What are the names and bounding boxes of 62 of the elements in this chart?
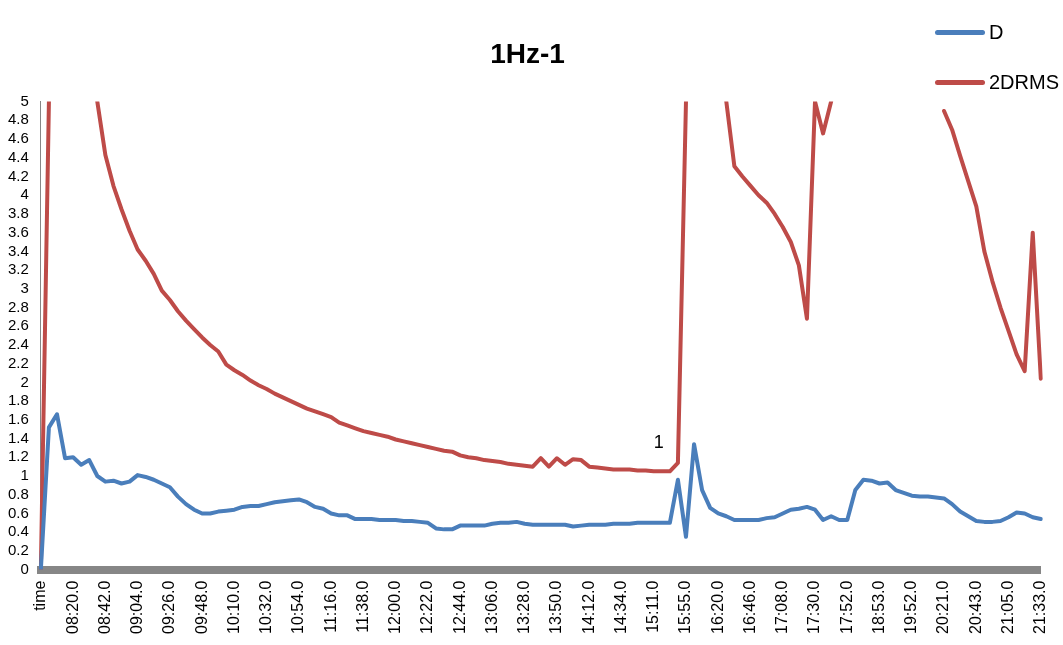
x-tick-label: 17:52.0 [837,580,855,635]
y-tick-label: 1.2 [7,447,29,465]
x-tick-label: 10:10.0 [224,580,242,635]
y-tick-label: 2 [20,372,29,390]
x-tick-label: 12:00.0 [386,580,404,635]
x-tick-label: 14:34.0 [611,580,629,635]
y-tick-label: 0.2 [7,541,29,559]
y-tick-label: 3.6 [7,222,29,240]
y-tick-label: 3.2 [7,260,29,278]
x-tick-label: 08:20.0 [63,580,81,635]
x-tick-label: 15:11.0 [644,580,662,633]
x-tick-label: 13:28.0 [515,580,533,635]
y-tick-label: 4.2 [7,166,29,184]
y-tick-label: 3 [20,278,29,296]
y-tick-label: 1.6 [7,409,29,427]
y-tick-label: 4.6 [7,129,29,147]
chart-title: 1Hz-1 [490,37,565,69]
x-tick-label: 14:12.0 [579,580,597,635]
x-tick-label: 13:06.0 [482,580,500,635]
y-tick-label: 3.4 [7,241,29,259]
x-tick-label: 09:48.0 [192,580,210,635]
annotation: 1 [653,432,664,453]
y-tick-label: 1.8 [7,391,29,409]
y-tick-label: 3.8 [7,204,29,222]
y-tick-label: 1.4 [7,428,29,446]
x-tick-label: 15:55.0 [676,580,694,635]
x-tick-label: 10:54.0 [289,580,307,635]
x-tick-label: 10:32.0 [257,580,275,635]
x-tick-label: 17:08.0 [773,580,791,635]
x-tick-label: 12:22.0 [418,580,436,635]
y-tick-label: 4 [20,185,29,203]
y-tick-label: 2.8 [7,297,29,315]
y-tick-label: 0.6 [7,503,29,521]
x-tick-label: 21:05.0 [998,580,1016,635]
x-tick-label: 11:16.0 [321,580,339,633]
x-tick-label: 21:33.0 [1031,580,1049,635]
x-tick-label: 19:52.0 [902,580,920,635]
x-tick-label: 17:30.0 [805,580,823,635]
x-tick-label: 20:21.0 [934,580,952,635]
legend-label: 2DRMS [989,70,1060,95]
x-tick-label: 13:50.0 [547,580,565,635]
x-tick-label: 08:42.0 [95,580,113,635]
x-tick-label: 20:43.0 [966,580,984,635]
y-tick-label: 0 [20,559,29,577]
x-tick-label: 18:53.0 [869,580,887,635]
y-tick-label: 1 [20,466,29,484]
x-tick-label: 11:38.0 [353,580,371,633]
y-tick-label: 2.4 [7,335,29,353]
x-tick-label: 16:46.0 [740,580,758,635]
x-tick-label: 16:20.0 [708,580,726,635]
y-tick-label: 0.8 [7,484,29,502]
y-tick-label: 5 [20,91,29,109]
x-tick-label: 09:26.0 [160,580,178,635]
y-tick-label: 4.4 [7,147,29,165]
x-tick-label: 12:44.0 [450,580,468,635]
y-tick-label: 2.2 [7,353,29,371]
y-tick-label: 2.6 [7,316,29,334]
y-tick-label: 0.4 [7,522,29,540]
legend-label: D [989,20,1005,45]
y-tick-label: 4.8 [7,110,29,128]
x-tick-label: 09:04.0 [128,580,146,635]
x-tick-label: time [31,580,49,611]
